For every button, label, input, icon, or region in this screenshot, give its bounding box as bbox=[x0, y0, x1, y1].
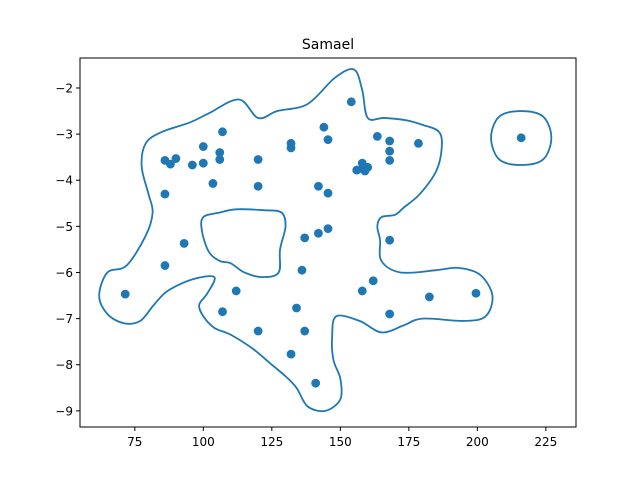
y-tick-label: −6 bbox=[55, 266, 73, 280]
scatter-point bbox=[253, 326, 263, 336]
scatter-point bbox=[323, 188, 333, 198]
scatter-point bbox=[385, 309, 395, 319]
chart-title: Samael bbox=[302, 37, 354, 53]
contour-outer bbox=[98, 68, 494, 413]
y-axis: −9 −8 −7 −6 −5 −4 −3 −2 bbox=[55, 81, 80, 418]
x-tick-label: 175 bbox=[397, 435, 420, 449]
scatter-point bbox=[297, 265, 307, 275]
scatter-point bbox=[311, 378, 321, 388]
scatter-point bbox=[215, 148, 225, 157]
scatter-point bbox=[385, 235, 395, 245]
scatter-point bbox=[385, 136, 395, 146]
points-layer bbox=[120, 97, 526, 388]
scatter-point bbox=[215, 155, 225, 164]
y-tick-label: −2 bbox=[55, 81, 73, 95]
scatter-point bbox=[292, 303, 301, 313]
y-tick-label: −5 bbox=[55, 220, 73, 234]
scatter-point bbox=[120, 289, 130, 299]
scatter-point bbox=[314, 228, 323, 238]
scatter-point bbox=[218, 307, 227, 317]
scatter-point bbox=[368, 276, 378, 286]
y-tick-label: −4 bbox=[55, 174, 73, 188]
scatter-point bbox=[424, 292, 434, 302]
scatter-point bbox=[171, 154, 181, 163]
scatter-point bbox=[516, 133, 526, 143]
scatter-point bbox=[286, 143, 296, 153]
scatter-point bbox=[160, 261, 170, 270]
scatter-point bbox=[187, 160, 197, 170]
x-tick-label: 75 bbox=[127, 435, 142, 449]
contour-layer bbox=[98, 68, 553, 413]
x-tick-label: 200 bbox=[466, 435, 489, 449]
scatter-point bbox=[198, 158, 208, 168]
x-axis: 75 100 125 150 175 200 225 bbox=[127, 427, 557, 449]
plot-frame bbox=[79, 57, 577, 428]
x-tick-label: 125 bbox=[260, 435, 283, 449]
scatter-point bbox=[300, 326, 310, 336]
scatter-point bbox=[372, 132, 382, 141]
y-tick-label: −7 bbox=[55, 312, 73, 326]
scatter-point bbox=[323, 224, 333, 234]
scatter-point bbox=[218, 127, 227, 137]
scatter-point bbox=[385, 156, 395, 165]
scatter-point bbox=[357, 286, 367, 296]
y-tick-label: −8 bbox=[55, 358, 73, 372]
scatter-point bbox=[314, 181, 323, 191]
x-tick-label: 100 bbox=[192, 435, 215, 449]
scatter-point bbox=[231, 286, 241, 296]
scatter-point bbox=[179, 239, 189, 248]
x-tick-label: 225 bbox=[534, 435, 557, 449]
x-tick-label: 150 bbox=[329, 435, 352, 449]
scatter-point bbox=[363, 162, 373, 172]
scatter-point bbox=[253, 155, 263, 164]
scatter-point bbox=[471, 288, 481, 298]
contour-hole bbox=[200, 208, 287, 278]
scatter-point bbox=[160, 189, 170, 199]
scatter-point bbox=[300, 233, 310, 243]
scatter-point bbox=[208, 179, 218, 188]
scatter-point bbox=[385, 146, 395, 156]
scatter-point bbox=[286, 349, 296, 359]
contour-island bbox=[490, 110, 553, 166]
scatter-point bbox=[346, 97, 356, 107]
scatter-point bbox=[319, 122, 329, 132]
scatter-point bbox=[253, 181, 263, 191]
scatter-point bbox=[166, 159, 175, 169]
y-tick-label: −9 bbox=[55, 404, 73, 418]
y-tick-label: −3 bbox=[55, 128, 73, 142]
scatter-point bbox=[198, 142, 208, 151]
scatter-point bbox=[414, 138, 423, 148]
scatter-point bbox=[323, 135, 333, 145]
